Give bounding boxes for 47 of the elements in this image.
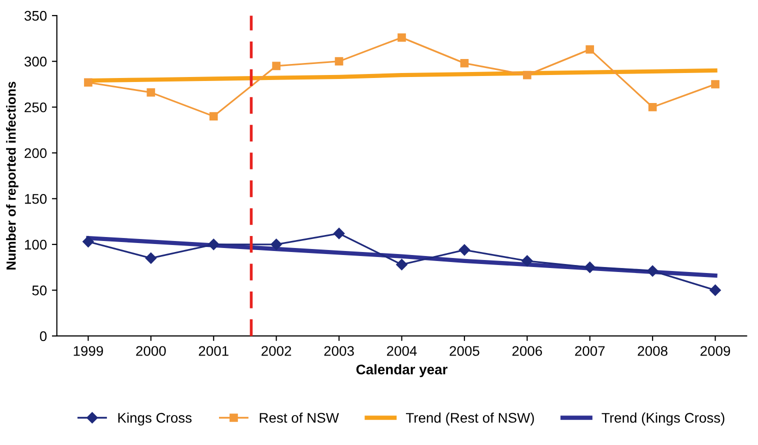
legend-label: Rest of NSW xyxy=(260,412,339,423)
point xyxy=(82,236,94,248)
y-axis-title: Number of reported infections xyxy=(6,82,18,270)
point xyxy=(522,255,533,267)
y-tick-label: 350 xyxy=(24,10,47,21)
point xyxy=(586,45,594,54)
point xyxy=(84,78,92,87)
point xyxy=(146,88,156,97)
point xyxy=(648,102,657,112)
point xyxy=(334,57,344,66)
y-tick-label: 250 xyxy=(24,102,47,112)
point xyxy=(458,244,470,256)
legend-label: Trend (Kings Cross) xyxy=(602,412,724,426)
point xyxy=(272,62,280,70)
point xyxy=(209,112,218,120)
point xyxy=(522,70,532,80)
legend-label: Trend (Rest of NSW) xyxy=(406,412,534,426)
y-tick-label: 100 xyxy=(25,240,47,250)
y-tick-label: 300 xyxy=(24,56,47,67)
x-tick-label: 2007 xyxy=(575,346,605,356)
legend-label: Kings Cross xyxy=(118,412,192,426)
point xyxy=(646,265,658,277)
point xyxy=(333,228,345,240)
x-tick-label: 2005 xyxy=(450,346,480,356)
point xyxy=(145,252,157,264)
y-tick-label: 200 xyxy=(24,148,47,158)
point xyxy=(396,258,408,270)
x-tick-label: 2003 xyxy=(324,346,354,356)
y-tick-label: 150 xyxy=(25,194,47,204)
point xyxy=(584,262,596,273)
x-tick-label: 1999 xyxy=(74,346,103,356)
x-axis-title: Calendar year xyxy=(356,364,448,378)
point xyxy=(460,59,469,68)
x-tick-label: 2008 xyxy=(638,346,668,356)
point xyxy=(270,238,282,250)
x-tick-label: 2002 xyxy=(262,346,292,356)
x-tick-label: 2004 xyxy=(386,346,417,356)
x-tick-label: 2009 xyxy=(700,346,730,356)
point xyxy=(711,80,720,88)
x-tick-label: 2006 xyxy=(512,346,542,356)
y-tick-label: 50 xyxy=(32,286,47,296)
point xyxy=(398,33,406,42)
point xyxy=(208,238,220,250)
y-tick-label: 0 xyxy=(40,331,47,342)
x-tick-label: 2001 xyxy=(198,346,228,356)
x-tick-label: 2000 xyxy=(136,346,166,356)
point xyxy=(710,284,721,296)
